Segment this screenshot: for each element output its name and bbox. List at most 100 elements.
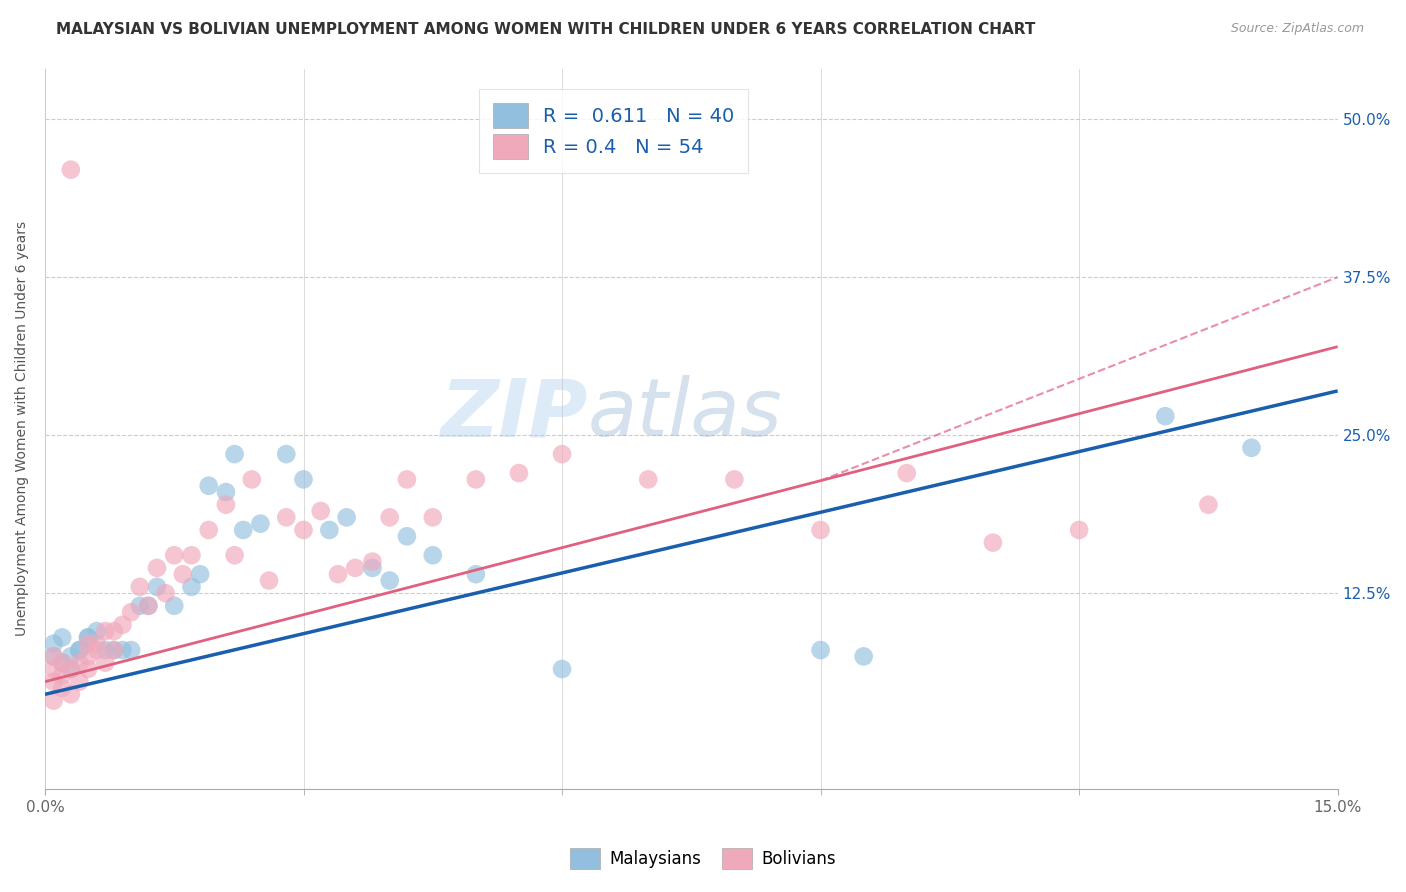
Malaysians: [276, 447, 298, 461]
Malaysians: [232, 523, 254, 537]
Bolivians: [94, 656, 117, 670]
Malaysians: [810, 643, 832, 657]
Malaysians: [51, 631, 73, 645]
Malaysians: [224, 447, 246, 461]
Text: Source: ZipAtlas.com: Source: ZipAtlas.com: [1230, 22, 1364, 36]
Bolivians: [120, 605, 142, 619]
Bolivians: [163, 548, 186, 562]
Bolivians: [86, 637, 108, 651]
Malaysians: [852, 649, 875, 664]
Bolivians: [395, 472, 418, 486]
Malaysians: [77, 631, 100, 645]
Malaysians: [77, 631, 100, 645]
Bolivians: [42, 674, 65, 689]
Malaysians: [103, 643, 125, 657]
Bolivians: [1197, 498, 1219, 512]
Malaysians: [86, 624, 108, 639]
Bolivians: [276, 510, 298, 524]
Bolivians: [378, 510, 401, 524]
Malaysians: [422, 548, 444, 562]
Bolivians: [94, 624, 117, 639]
Malaysians: [336, 510, 359, 524]
Malaysians: [146, 580, 169, 594]
Malaysians: [1240, 441, 1263, 455]
Malaysians: [138, 599, 160, 613]
Bolivians: [51, 656, 73, 670]
Bolivians: [77, 662, 100, 676]
Bolivians: [138, 599, 160, 613]
Bolivians: [59, 662, 82, 676]
Malaysians: [215, 485, 238, 500]
Bolivians: [810, 523, 832, 537]
Bolivians: [59, 162, 82, 177]
Bolivians: [77, 637, 100, 651]
Bolivians: [361, 555, 384, 569]
Malaysians: [180, 580, 202, 594]
Bolivians: [86, 643, 108, 657]
Malaysians: [59, 649, 82, 664]
Bolivians: [180, 548, 202, 562]
Malaysians: [395, 529, 418, 543]
Bolivians: [51, 681, 73, 695]
Bolivians: [508, 466, 530, 480]
Malaysians: [42, 637, 65, 651]
Bolivians: [128, 580, 150, 594]
Malaysians: [1154, 409, 1177, 424]
Bolivians: [103, 643, 125, 657]
Bolivians: [344, 561, 367, 575]
Bolivians: [155, 586, 177, 600]
Malaysians: [292, 472, 315, 486]
Bolivians: [326, 567, 349, 582]
Bolivians: [103, 624, 125, 639]
Bolivians: [69, 674, 91, 689]
Malaysians: [42, 649, 65, 664]
Bolivians: [896, 466, 918, 480]
Malaysians: [120, 643, 142, 657]
Bolivians: [309, 504, 332, 518]
Text: atlas: atlas: [588, 376, 783, 453]
Bolivians: [111, 617, 134, 632]
Legend: Malaysians, Bolivians: Malaysians, Bolivians: [562, 841, 844, 876]
Bolivians: [723, 472, 745, 486]
Malaysians: [69, 643, 91, 657]
Bolivians: [59, 687, 82, 701]
Bolivians: [42, 649, 65, 664]
Bolivians: [257, 574, 280, 588]
Text: MALAYSIAN VS BOLIVIAN UNEMPLOYMENT AMONG WOMEN WITH CHILDREN UNDER 6 YEARS CORRE: MALAYSIAN VS BOLIVIAN UNEMPLOYMENT AMONG…: [56, 22, 1036, 37]
Malaysians: [378, 574, 401, 588]
Legend: R =  0.611   N = 40, R = 0.4   N = 54: R = 0.611 N = 40, R = 0.4 N = 54: [479, 89, 748, 173]
Malaysians: [51, 656, 73, 670]
Y-axis label: Unemployment Among Women with Children Under 6 years: Unemployment Among Women with Children U…: [15, 221, 30, 636]
Bolivians: [197, 523, 219, 537]
Malaysians: [163, 599, 186, 613]
Bolivians: [42, 662, 65, 676]
Malaysians: [249, 516, 271, 531]
Bolivians: [464, 472, 486, 486]
Malaysians: [318, 523, 340, 537]
Malaysians: [361, 561, 384, 575]
Bolivians: [172, 567, 194, 582]
Bolivians: [69, 656, 91, 670]
Malaysians: [188, 567, 211, 582]
Bolivians: [637, 472, 659, 486]
Bolivians: [1069, 523, 1091, 537]
Text: ZIP: ZIP: [440, 376, 588, 453]
Bolivians: [42, 693, 65, 707]
Bolivians: [146, 561, 169, 575]
Malaysians: [551, 662, 574, 676]
Bolivians: [240, 472, 263, 486]
Bolivians: [981, 535, 1004, 549]
Malaysians: [94, 643, 117, 657]
Malaysians: [69, 643, 91, 657]
Bolivians: [215, 498, 238, 512]
Malaysians: [111, 643, 134, 657]
Bolivians: [292, 523, 315, 537]
Bolivians: [51, 668, 73, 682]
Malaysians: [59, 662, 82, 676]
Bolivians: [224, 548, 246, 562]
Malaysians: [128, 599, 150, 613]
Bolivians: [422, 510, 444, 524]
Malaysians: [197, 479, 219, 493]
Bolivians: [551, 447, 574, 461]
Bolivians: [77, 649, 100, 664]
